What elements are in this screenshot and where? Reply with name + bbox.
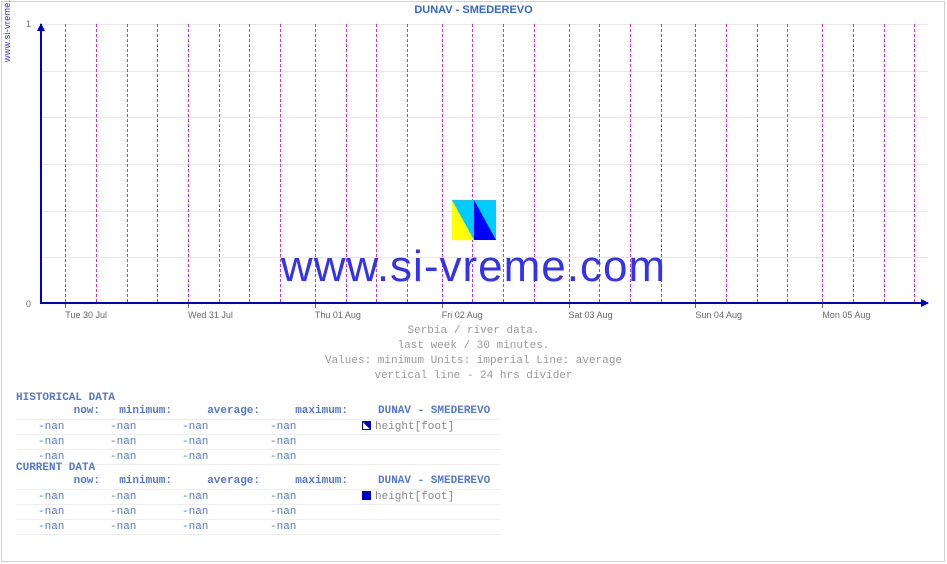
subtitle-line: last week / 30 minutes.: [0, 339, 947, 354]
table-column-header: maximum:: [270, 474, 358, 489]
table-column-header: average:: [182, 474, 270, 489]
vertical-divider: [757, 24, 758, 302]
x-tick-label: Sun 04 Aug: [695, 310, 742, 320]
chart-subtitle: Serbia / river data. last week / 30 minu…: [0, 324, 947, 383]
table-column-header: minimum:: [110, 404, 182, 419]
x-tick-label: Tue 30 Jul: [65, 310, 107, 320]
vertical-divider: [661, 24, 662, 302]
vertical-divider: [96, 24, 97, 302]
vertical-divider: [219, 24, 220, 302]
table-column-header: now:: [38, 474, 110, 489]
vertical-divider: [472, 24, 473, 302]
table-cell: -nan: [110, 419, 182, 434]
table-cell: -nan: [110, 504, 182, 519]
vertical-divider: [695, 24, 696, 302]
vertical-divider: [280, 24, 281, 302]
vertical-divider: [914, 24, 915, 302]
table-row: -nan-nan-nan-nan: [16, 434, 500, 449]
series-name: DUNAV - SMEDEREVO: [358, 474, 500, 489]
table-cell: -nan: [38, 489, 110, 504]
series-label: [358, 504, 500, 519]
x-tick-label: Thu 01 Aug: [315, 310, 361, 320]
vertical-divider: [787, 24, 788, 302]
vertical-divider: [407, 24, 408, 302]
series-name: DUNAV - SMEDEREVO: [358, 404, 500, 419]
chart-title: DUNAV - SMEDEREVO: [0, 4, 947, 16]
historical-table: now:minimum:average:maximum:DUNAV - SMED…: [16, 404, 500, 465]
x-tick-label: Wed 31 Jul: [188, 310, 233, 320]
series-label: height[foot]: [358, 419, 500, 434]
current-data-block: CURRENT DATA now:minimum:average:maximum…: [16, 462, 500, 535]
subtitle-line: vertical line - 24 hrs divider: [0, 369, 947, 384]
plot-area: 01Tue 30 JulWed 31 JulThu 01 AugFri 02 A…: [40, 24, 928, 304]
grid-line: [42, 24, 928, 25]
grid-line: [42, 117, 928, 118]
table-cell: -nan: [38, 519, 110, 534]
table-cell: -nan: [182, 434, 270, 449]
vertical-divider: [188, 24, 189, 302]
vertical-divider: [822, 24, 823, 302]
table-cell: -nan: [182, 519, 270, 534]
vertical-divider: [249, 24, 250, 302]
series-label: [358, 519, 500, 534]
table-cell: -nan: [270, 504, 358, 519]
table-row: -nan-nan-nan-nanheight[foot]: [16, 489, 500, 504]
y-tick-label: 0: [26, 299, 31, 309]
vertical-divider: [884, 24, 885, 302]
table-cell: -nan: [110, 434, 182, 449]
grid-line: [42, 211, 928, 212]
table-column-header: now:: [38, 404, 110, 419]
vertical-divider: [503, 24, 504, 302]
vertical-divider: [853, 24, 854, 302]
table-column-header: average:: [182, 404, 270, 419]
table-cell: -nan: [110, 489, 182, 504]
historical-data-block: HISTORICAL DATA now:minimum:average:maxi…: [16, 392, 500, 465]
table-row: -nan-nan-nan-nan: [16, 519, 500, 534]
table-cell: -nan: [270, 434, 358, 449]
series-label: [358, 434, 500, 449]
vertical-divider: [726, 24, 727, 302]
subtitle-line: Serbia / river data.: [0, 324, 947, 339]
legend-icon: [362, 421, 371, 430]
x-tick-label: Fri 02 Aug: [442, 310, 483, 320]
vertical-divider: [127, 24, 128, 302]
table-cell: -nan: [38, 504, 110, 519]
table-cell: -nan: [270, 419, 358, 434]
x-tick-label: Mon 05 Aug: [822, 310, 870, 320]
table-cell: -nan: [38, 434, 110, 449]
table-cell: -nan: [182, 504, 270, 519]
vertical-divider: [442, 24, 443, 302]
subtitle-line: Values: minimum Units: imperial Line: av…: [0, 354, 947, 369]
vertical-divider: [346, 24, 347, 302]
table-cell: -nan: [182, 419, 270, 434]
vertical-divider: [157, 24, 158, 302]
current-heading: CURRENT DATA: [16, 462, 95, 474]
vertical-divider: [630, 24, 631, 302]
y-tick-label: 1: [26, 19, 31, 29]
table-column-header: minimum:: [110, 474, 182, 489]
table-cell: -nan: [270, 489, 358, 504]
table-row: -nan-nan-nan-nan: [16, 504, 500, 519]
table-column-header: maximum:: [270, 404, 358, 419]
current-table: now:minimum:average:maximum:DUNAV - SMED…: [16, 474, 500, 535]
x-axis: [40, 302, 928, 304]
legend-icon: [362, 491, 371, 500]
vertical-divider: [599, 24, 600, 302]
vertical-divider: [65, 24, 66, 302]
vertical-divider: [376, 24, 377, 302]
table-cell: -nan: [110, 519, 182, 534]
grid-line: [42, 164, 928, 165]
x-tick-label: Sat 03 Aug: [569, 310, 613, 320]
vertical-divider: [315, 24, 316, 302]
vertical-divider: [569, 24, 570, 302]
historical-heading: HISTORICAL DATA: [16, 392, 115, 404]
table-cell: -nan: [270, 519, 358, 534]
grid-line: [42, 257, 928, 258]
table-cell: -nan: [38, 419, 110, 434]
series-label: height[foot]: [358, 489, 500, 504]
vertical-divider: [534, 24, 535, 302]
table-cell: -nan: [182, 489, 270, 504]
grid-line: [42, 71, 928, 72]
table-row: -nan-nan-nan-nanheight[foot]: [16, 419, 500, 434]
